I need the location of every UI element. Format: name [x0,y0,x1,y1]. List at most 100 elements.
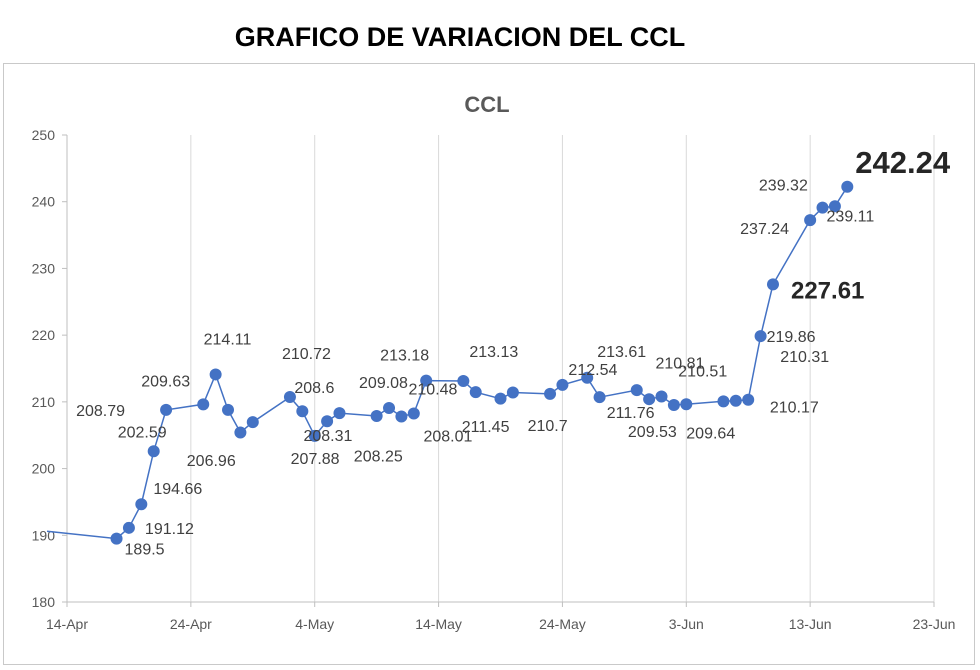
gridlines [190,135,935,602]
data-label: 208.6 [294,380,334,397]
data-label: 209.64 [686,425,735,442]
data-point [816,201,829,214]
data-point [655,390,668,403]
data-point [680,398,693,411]
data-labels: 189.5 191.12 194.66 202.59 208.79 209.63 214.1… [76,145,951,559]
data-point [283,391,296,404]
y-tick-label: 220 [32,327,56,343]
data-label: 211.45 [462,419,510,436]
y-tick-label: 240 [32,194,56,210]
x-tick-label: 14-May [415,616,462,632]
data-point [494,392,507,405]
data-point [556,378,569,391]
data-point [122,521,135,534]
data-point [234,426,247,439]
chart-title: CCL [464,92,509,117]
data-point [643,393,656,406]
data-point [147,445,160,458]
y-tick-label: 200 [32,461,56,477]
data-label: 194.66 [153,481,202,498]
data-label: 210.48 [409,382,458,399]
data-point [333,407,346,420]
data-label: 208.01 [423,428,472,445]
data-point [828,200,841,213]
data-label: 210.81 [656,355,705,372]
data-label: 208.31 [303,428,352,445]
data-label: 213.61 [597,344,646,361]
data-point [469,386,482,399]
data-point [246,416,259,429]
data-point [729,394,742,407]
data-point [296,405,309,418]
data-point [160,403,173,416]
data-label: 213.13 [469,344,518,361]
data-label: 191.12 [145,521,194,538]
data-label: 209.53 [628,424,677,441]
data-point [308,429,321,442]
y-tick-label: 190 [32,527,56,543]
y-tick-label: 180 [32,594,56,610]
data-label: 212.54 [568,362,617,379]
data-point [742,393,755,406]
data-point [506,386,519,399]
data-label: 208.79 [76,403,125,420]
data-label: 202.59 [118,424,167,441]
data-point [222,403,235,416]
x-tick-label: 13-Jun [789,616,832,632]
data-point [717,395,730,408]
data-label: 242.24 [855,145,951,180]
data-label: 209.08 [359,375,408,392]
ccl-line-chart: CCL 14-Apr 24-Apr 4-May 14-May 24-May 3-Jun 13… [32,92,956,632]
x-tick-label: 3-Jun [669,616,704,632]
data-point [197,398,210,411]
data-point [804,214,817,227]
data-label: 211.76 [607,405,655,422]
data-label: 219.86 [767,329,816,346]
data-label: 209.63 [141,373,190,390]
data-point [544,387,557,400]
data-label: 210.17 [770,400,819,417]
data-point [766,278,779,291]
data-label: 207.88 [291,451,340,468]
chart-frame: CCL 14-Apr 24-Apr 4-May 14-May 24-May 3-Jun 13… [3,63,975,665]
data-point [321,415,334,428]
axes: 14-Apr 24-Apr 4-May 14-May 24-May 3-Jun 13-Jun… [32,127,956,632]
data-label: 213.18 [380,348,429,365]
data-label: 210.72 [282,346,331,363]
data-label: 210.51 [678,364,727,381]
data-point [630,384,643,397]
data-point [593,391,606,404]
data-label: 208.25 [354,449,403,466]
data-label: 214.11 [204,331,252,348]
data-label: 210.31 [780,349,829,366]
data-point [110,532,123,545]
data-point [667,398,680,411]
data-label: 227.61 [791,277,864,304]
data-point [383,401,396,414]
data-point [209,368,222,381]
data-point [370,410,383,423]
y-tick-label: 250 [32,127,56,143]
data-point [407,407,420,420]
data-label: 239.11 [827,209,875,226]
x-tick-label: 23-Jun [913,616,956,632]
data-markers [110,180,854,545]
data-label: 237.24 [740,221,789,238]
page-heading: GRAFICO DE VARIACION DEL CCL [234,22,686,52]
data-point [754,330,767,343]
y-tick-label: 210 [32,394,56,410]
data-point [841,180,854,193]
x-tick-label: 24-Apr [170,616,212,632]
x-tick-label: 4-May [295,616,334,632]
data-point [135,498,148,511]
x-tick-label: 24-May [539,616,586,632]
data-label: 206.96 [187,453,236,470]
x-tick-label: 14-Apr [46,616,88,632]
data-label: 189.5 [125,542,165,559]
data-point [395,410,408,423]
data-point [420,374,433,387]
data-label: 210.7 [528,418,568,435]
data-label: 239.32 [759,177,808,194]
y-tick-label: 230 [32,260,56,276]
data-point [457,374,470,387]
